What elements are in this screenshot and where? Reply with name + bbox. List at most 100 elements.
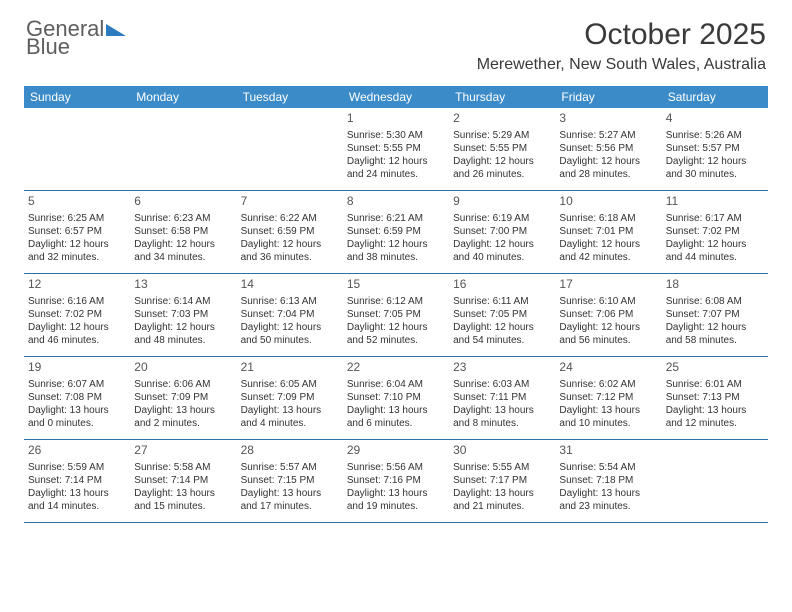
sunrise-text: Sunrise: 6:25 AM — [28, 212, 126, 225]
sunrise-text: Sunrise: 6:01 AM — [666, 378, 764, 391]
day-number: 27 — [134, 443, 232, 459]
daylight-text: Daylight: 12 hours and 52 minutes. — [347, 321, 445, 347]
day-number: 2 — [453, 111, 551, 127]
day-cell — [237, 108, 343, 190]
sunset-text: Sunset: 6:58 PM — [134, 225, 232, 238]
daylight-text: Daylight: 12 hours and 24 minutes. — [347, 155, 445, 181]
day-cell: 12Sunrise: 6:16 AMSunset: 7:02 PMDayligh… — [24, 274, 130, 356]
sunrise-text: Sunrise: 6:06 AM — [134, 378, 232, 391]
daylight-text: Daylight: 12 hours and 30 minutes. — [666, 155, 764, 181]
sunset-text: Sunset: 7:05 PM — [453, 308, 551, 321]
daylight-text: Daylight: 12 hours and 26 minutes. — [453, 155, 551, 181]
day-number: 4 — [666, 111, 764, 127]
day-number: 28 — [241, 443, 339, 459]
day-number: 30 — [453, 443, 551, 459]
sunrise-text: Sunrise: 5:27 AM — [559, 129, 657, 142]
daylight-text: Daylight: 13 hours and 12 minutes. — [666, 404, 764, 430]
title-block: October 2025 Merewether, New South Wales… — [477, 18, 766, 80]
sunset-text: Sunset: 7:16 PM — [347, 474, 445, 487]
dow-row: Sunday Monday Tuesday Wednesday Thursday… — [24, 86, 768, 108]
daylight-text: Daylight: 13 hours and 0 minutes. — [28, 404, 126, 430]
month-title: October 2025 — [477, 18, 766, 52]
sunset-text: Sunset: 7:00 PM — [453, 225, 551, 238]
daylight-text: Daylight: 12 hours and 54 minutes. — [453, 321, 551, 347]
day-number: 12 — [28, 277, 126, 293]
sunset-text: Sunset: 7:01 PM — [559, 225, 657, 238]
day-number: 20 — [134, 360, 232, 376]
sunset-text: Sunset: 7:14 PM — [28, 474, 126, 487]
sunrise-text: Sunrise: 6:18 AM — [559, 212, 657, 225]
day-number: 3 — [559, 111, 657, 127]
day-number: 19 — [28, 360, 126, 376]
daylight-text: Daylight: 13 hours and 14 minutes. — [28, 487, 126, 513]
sunrise-text: Sunrise: 5:30 AM — [347, 129, 445, 142]
sunset-text: Sunset: 7:09 PM — [134, 391, 232, 404]
day-number: 6 — [134, 194, 232, 210]
daylight-text: Daylight: 13 hours and 4 minutes. — [241, 404, 339, 430]
sunset-text: Sunset: 7:12 PM — [559, 391, 657, 404]
day-number: 8 — [347, 194, 445, 210]
daylight-text: Daylight: 12 hours and 32 minutes. — [28, 238, 126, 264]
week-row: 1Sunrise: 5:30 AMSunset: 5:55 PMDaylight… — [24, 108, 768, 191]
sunrise-text: Sunrise: 6:23 AM — [134, 212, 232, 225]
daylight-text: Daylight: 13 hours and 21 minutes. — [453, 487, 551, 513]
sunset-text: Sunset: 7:15 PM — [241, 474, 339, 487]
sunrise-text: Sunrise: 6:21 AM — [347, 212, 445, 225]
day-number: 10 — [559, 194, 657, 210]
day-cell: 25Sunrise: 6:01 AMSunset: 7:13 PMDayligh… — [662, 357, 768, 439]
sunrise-text: Sunrise: 6:05 AM — [241, 378, 339, 391]
day-cell: 27Sunrise: 5:58 AMSunset: 7:14 PMDayligh… — [130, 440, 236, 522]
daylight-text: Daylight: 13 hours and 23 minutes. — [559, 487, 657, 513]
sunset-text: Sunset: 7:08 PM — [28, 391, 126, 404]
sunset-text: Sunset: 7:04 PM — [241, 308, 339, 321]
daylight-text: Daylight: 12 hours and 36 minutes. — [241, 238, 339, 264]
daylight-text: Daylight: 13 hours and 6 minutes. — [347, 404, 445, 430]
sunrise-text: Sunrise: 5:29 AM — [453, 129, 551, 142]
day-cell: 18Sunrise: 6:08 AMSunset: 7:07 PMDayligh… — [662, 274, 768, 356]
daylight-text: Daylight: 12 hours and 34 minutes. — [134, 238, 232, 264]
sunrise-text: Sunrise: 6:10 AM — [559, 295, 657, 308]
daylight-text: Daylight: 12 hours and 38 minutes. — [347, 238, 445, 264]
day-cell — [130, 108, 236, 190]
day-cell: 31Sunrise: 5:54 AMSunset: 7:18 PMDayligh… — [555, 440, 661, 522]
day-cell: 24Sunrise: 6:02 AMSunset: 7:12 PMDayligh… — [555, 357, 661, 439]
day-cell — [662, 440, 768, 522]
day-number: 11 — [666, 194, 764, 210]
sunrise-text: Sunrise: 6:17 AM — [666, 212, 764, 225]
daylight-text: Daylight: 12 hours and 58 minutes. — [666, 321, 764, 347]
sunset-text: Sunset: 5:56 PM — [559, 142, 657, 155]
week-row: 19Sunrise: 6:07 AMSunset: 7:08 PMDayligh… — [24, 357, 768, 440]
day-number: 23 — [453, 360, 551, 376]
sunset-text: Sunset: 7:07 PM — [666, 308, 764, 321]
sunrise-text: Sunrise: 6:13 AM — [241, 295, 339, 308]
day-cell: 26Sunrise: 5:59 AMSunset: 7:14 PMDayligh… — [24, 440, 130, 522]
day-cell: 1Sunrise: 5:30 AMSunset: 5:55 PMDaylight… — [343, 108, 449, 190]
day-cell: 20Sunrise: 6:06 AMSunset: 7:09 PMDayligh… — [130, 357, 236, 439]
day-number: 18 — [666, 277, 764, 293]
daylight-text: Daylight: 12 hours and 28 minutes. — [559, 155, 657, 181]
logo: General Blue — [26, 18, 126, 58]
daylight-text: Daylight: 12 hours and 40 minutes. — [453, 238, 551, 264]
daylight-text: Daylight: 12 hours and 44 minutes. — [666, 238, 764, 264]
sunset-text: Sunset: 7:02 PM — [666, 225, 764, 238]
sunset-text: Sunset: 7:09 PM — [241, 391, 339, 404]
sunset-text: Sunset: 7:11 PM — [453, 391, 551, 404]
day-cell: 21Sunrise: 6:05 AMSunset: 7:09 PMDayligh… — [237, 357, 343, 439]
sunrise-text: Sunrise: 6:04 AM — [347, 378, 445, 391]
day-cell: 14Sunrise: 6:13 AMSunset: 7:04 PMDayligh… — [237, 274, 343, 356]
daylight-text: Daylight: 12 hours and 48 minutes. — [134, 321, 232, 347]
sunset-text: Sunset: 5:55 PM — [453, 142, 551, 155]
sunset-text: Sunset: 5:57 PM — [666, 142, 764, 155]
location: Merewether, New South Wales, Australia — [477, 56, 766, 74]
daylight-text: Daylight: 13 hours and 10 minutes. — [559, 404, 657, 430]
sunset-text: Sunset: 7:05 PM — [347, 308, 445, 321]
day-cell: 28Sunrise: 5:57 AMSunset: 7:15 PMDayligh… — [237, 440, 343, 522]
sunset-text: Sunset: 7:10 PM — [347, 391, 445, 404]
week-row: 5Sunrise: 6:25 AMSunset: 6:57 PMDaylight… — [24, 191, 768, 274]
sunrise-text: Sunrise: 6:07 AM — [28, 378, 126, 391]
day-cell: 2 Sunrise: 5:29 AMSunset: 5:55 PMDaylight… — [449, 108, 555, 190]
day-number: 29 — [347, 443, 445, 459]
day-cell: 16Sunrise: 6:11 AMSunset: 7:05 PMDayligh… — [449, 274, 555, 356]
sunset-text: Sunset: 7:06 PM — [559, 308, 657, 321]
dow-wednesday: Wednesday — [343, 86, 449, 108]
